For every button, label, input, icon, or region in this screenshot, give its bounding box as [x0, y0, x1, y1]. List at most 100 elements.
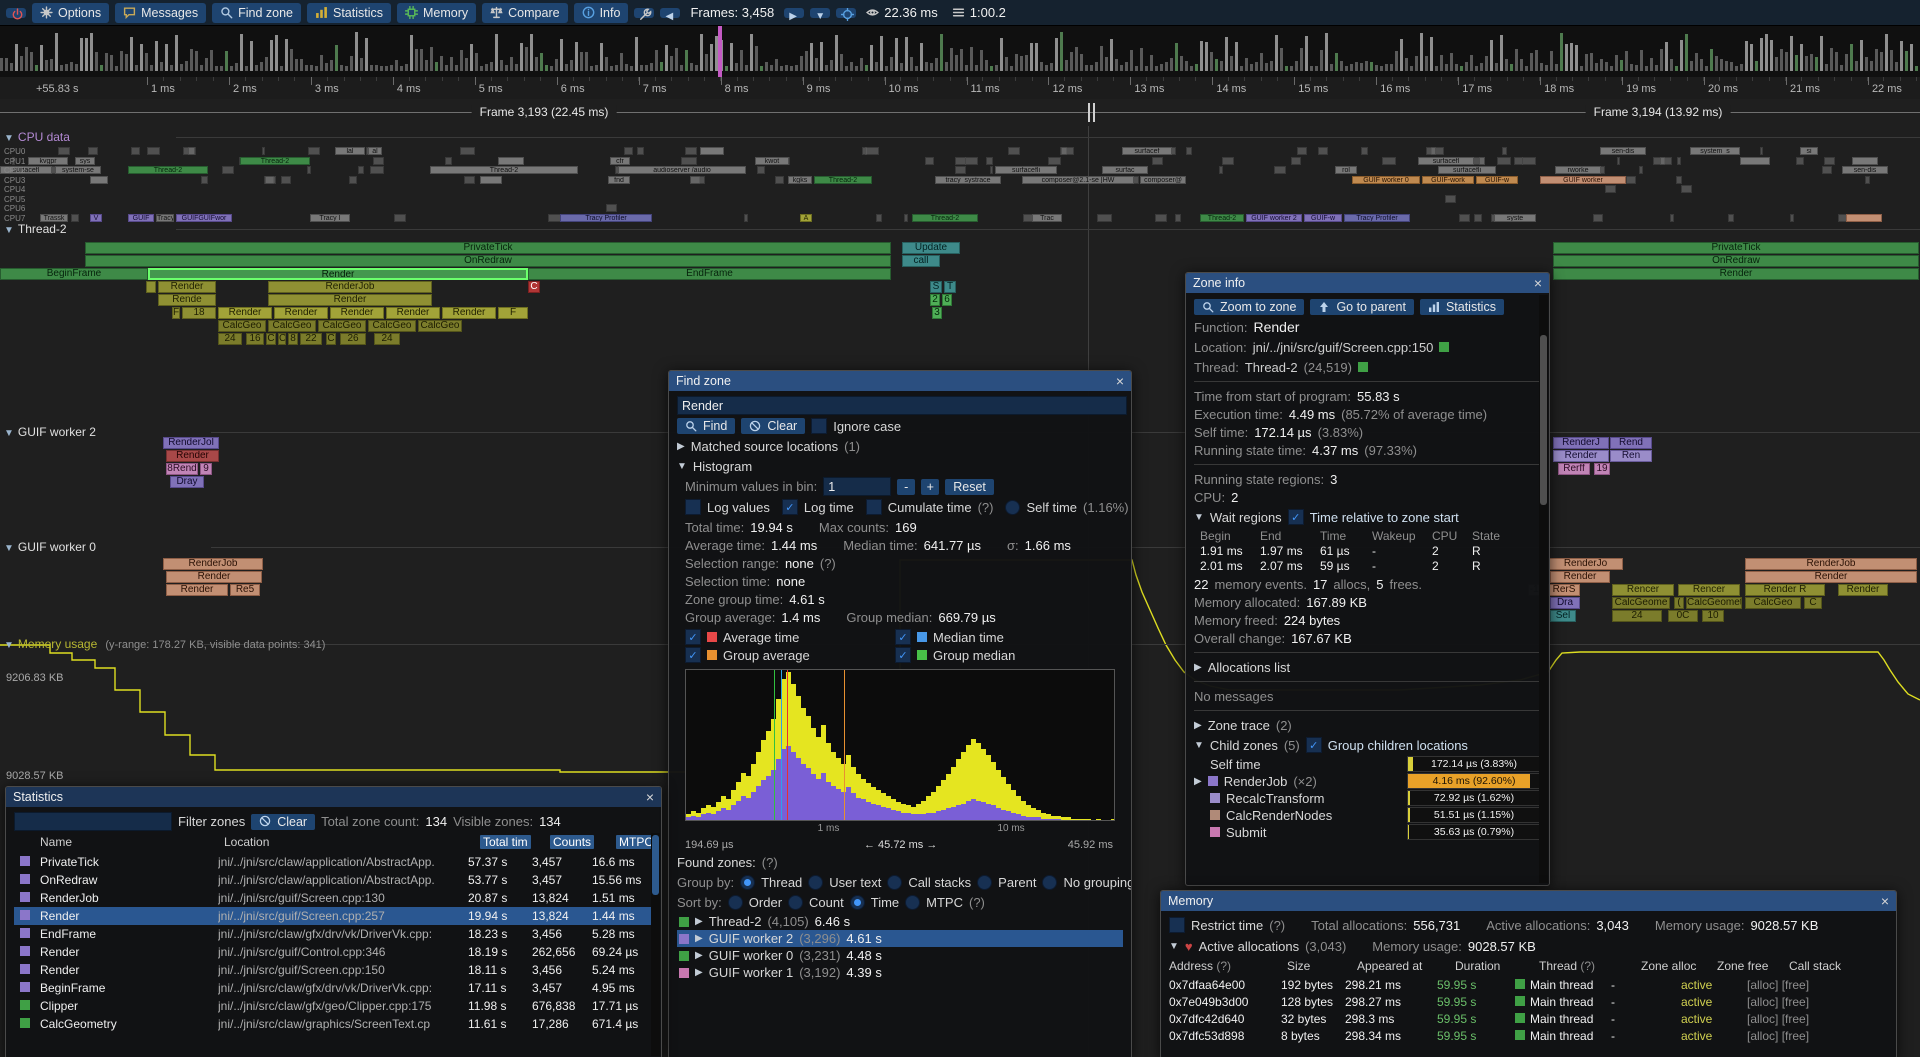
frame-label[interactable]: Frame 3,194 (13.92 ms)	[1585, 105, 1731, 119]
child-zone-row[interactable]: ▶ RenderJob (×2) 4.16 ms (92.60%)	[1194, 773, 1541, 789]
statistics-row[interactable]: Render jni/../jni/src/guif/Control.cpp:34…	[14, 943, 653, 961]
cpu-zone[interactable]: GUIF-work	[1422, 175, 1474, 184]
cpu-zone[interactable]: composer@	[1140, 175, 1186, 184]
radio-time[interactable]	[849, 894, 865, 910]
timeline-zone[interactable]: Render	[148, 268, 528, 280]
alloc-callstack-link[interactable]: [alloc]	[1747, 1011, 1779, 1026]
legend-checkbox[interactable]: ✓	[895, 647, 911, 663]
alloc-callstack-link[interactable]: [alloc]	[1747, 977, 1779, 992]
timeline-zone[interactable]: Rerff	[1558, 463, 1590, 475]
cpu-zone[interactable]: system-se	[55, 166, 101, 174]
timeline-zone[interactable]: 19	[1594, 463, 1610, 475]
statistics-row[interactable]: OnRedraw jni/../jni/src/claw/application/…	[14, 871, 653, 889]
cpu-zone[interactable]: Tracy I	[310, 213, 350, 222]
timeline-zone[interactable]: Render	[268, 294, 432, 306]
reset-button[interactable]: Reset	[945, 478, 994, 495]
section-header-guif-worker-2[interactable]: ▼ GUIF worker 2	[4, 425, 96, 439]
cpu-zone[interactable]: surfacefli	[1438, 166, 1496, 174]
cpu-zone[interactable]: fnd	[608, 175, 630, 184]
ignore-case-checkbox[interactable]	[811, 418, 828, 434]
timeline-zone[interactable]: CalcGeome	[1612, 597, 1670, 609]
minimap-cursor[interactable]	[718, 26, 722, 77]
legend-item[interactable]: ✓ Group average	[685, 646, 895, 664]
legend-item[interactable]: ✓ Median time	[895, 628, 1105, 646]
cpu-zone[interactable]	[1852, 156, 1878, 165]
cpu-zone[interactable]	[700, 147, 724, 155]
tools-button[interactable]	[634, 7, 655, 20]
timeline-zone[interactable]: Render	[1838, 584, 1888, 596]
statistics-button[interactable]: Statistics	[1419, 299, 1504, 315]
column-header-thread[interactable]: Thread (?)	[1539, 958, 1596, 973]
column-header-zone-alloc[interactable]: Zone alloc	[1641, 958, 1697, 973]
memory-button[interactable]: Memory	[397, 2, 477, 23]
find-zone-titlebar[interactable]: Find zone ×	[669, 371, 1131, 391]
found-zone-group[interactable]: ▶ GUIF worker 1 (3,192) 4.39 s	[677, 964, 1123, 981]
statistics-row[interactable]: Render jni/../jni/src/guif/Screen.cpp:257…	[14, 907, 653, 925]
free-callstack-link[interactable]: [free]	[1778, 1028, 1810, 1043]
close-icon[interactable]: ×	[1880, 893, 1889, 909]
cpu-zone[interactable]: Tracy Profiler	[1344, 213, 1410, 222]
frame-dropdown-button[interactable]: ▼	[810, 7, 831, 22]
timeline-zone[interactable]: RenderJob	[163, 558, 263, 570]
section-header-guif-worker-0[interactable]: ▼ GUIF worker 0	[4, 540, 96, 554]
timeline-zone[interactable]: RenderJob	[268, 281, 432, 293]
memory-usage-graph[interactable]	[0, 126, 1920, 1057]
location-value[interactable]: jni/../jni/src/guif/Screen.cpp:150	[1252, 339, 1434, 355]
timeline-zone[interactable]: 8	[288, 333, 298, 345]
timeline-zone[interactable]: RerS	[1548, 584, 1580, 596]
timeline-zone[interactable]: Sel	[1550, 610, 1576, 622]
time-relative-checkbox[interactable]: ✓	[1287, 509, 1304, 525]
child-zone-row[interactable]: Self time 172.14 µs (3.83%)	[1194, 756, 1541, 772]
cpu-zone[interactable]: Thread-2	[430, 166, 578, 174]
cpu-zone[interactable]: GUIF-w	[1304, 213, 1342, 222]
cpu-zone[interactable]	[1740, 156, 1770, 165]
timeline-zone[interactable]: call	[902, 255, 940, 267]
frame-minimap[interactable]	[0, 26, 1920, 78]
timeline-zone[interactable]: Render	[1550, 571, 1610, 583]
zone-info-scrollbar[interactable]	[1539, 295, 1548, 883]
cpu-zone[interactable]: Tracy	[156, 213, 174, 222]
cpu-zone[interactable]: Thread-2	[814, 175, 872, 184]
timeline-zone[interactable]: Render	[218, 307, 272, 319]
cpu-zone[interactable]: GUIF	[128, 213, 154, 222]
compare-button[interactable]: Compare	[482, 2, 568, 23]
timeline-zone[interactable]: 8Rend	[166, 463, 198, 475]
alloc-callstack-link[interactable]: [alloc]	[1747, 1028, 1779, 1043]
allocation-row[interactable]: 0x7e049b3d00 128 bytes 298.27 ms 59.95 s Mai…	[1169, 994, 1810, 1009]
cpu-zone[interactable]	[90, 175, 108, 184]
statistics-scrollbar[interactable]	[651, 833, 660, 1056]
frame-labels-row[interactable]: Frame 3,193 (22.45 ms) Frame 3,194 (13.92…	[0, 99, 1920, 126]
timeline-zone[interactable]: 6	[942, 294, 952, 306]
column-header-total-tim[interactable]: Total tim	[480, 835, 544, 849]
child-zone-row[interactable]: CalcRenderNodes 51.51 µs (1.15%)	[1194, 807, 1541, 823]
found-zone-group[interactable]: ▶ GUIF worker 2 (3,296) 4.61 s	[677, 930, 1123, 947]
section-header-memory-usage[interactable]: ▼ Memory usage (y-range: 178.27 KB, visib…	[4, 637, 326, 651]
cpu-zone[interactable]: audioserver /audio	[618, 166, 746, 174]
self-time-radio[interactable]	[1005, 499, 1021, 515]
timeline-zone[interactable]: 26	[340, 333, 366, 345]
timeline-zone[interactable]: S	[930, 281, 942, 293]
cpu-zone[interactable]: rworke	[1555, 166, 1601, 174]
timeline-zone[interactable]: RenderJ	[1553, 437, 1609, 449]
timeline-zone[interactable]: 24	[374, 333, 400, 345]
statistics-row[interactable]: Clipper jni/../jni/src/claw/gfx/geo/Clipp…	[14, 997, 653, 1015]
allocation-row[interactable]: 0x7dfaa64e00 192 bytes 298.21 ms 59.95 s Mai…	[1169, 977, 1810, 992]
cpu-zone[interactable]: surfacefl	[0, 166, 52, 174]
found-zone-group[interactable]: ▶ GUIF worker 0 (3,231) 4.48 s	[677, 947, 1123, 964]
timeline-zone[interactable]: Rende	[158, 294, 216, 306]
column-header-name[interactable]: Name	[40, 835, 73, 849]
section-header-thread-2[interactable]: ▼ Thread-2	[4, 222, 67, 236]
zone-info-titlebar[interactable]: Zone info ×	[1186, 273, 1549, 293]
cpu-zone[interactable]: sen-dis	[1842, 166, 1888, 174]
next-frame-button[interactable]: ▶	[784, 7, 805, 22]
statistics-titlebar[interactable]: Statistics ×	[6, 787, 661, 807]
timeline-zone[interactable]: Render	[274, 307, 328, 319]
free-callstack-link[interactable]: [free]	[1778, 994, 1810, 1009]
timeline-zone[interactable]: Re5	[230, 584, 260, 596]
minbin-input[interactable]	[823, 477, 892, 496]
legend-item[interactable]: ✓ Average time	[685, 628, 895, 646]
timeline-zone[interactable]: Render	[166, 450, 219, 462]
timeline-zone[interactable]: Rencer	[1612, 584, 1674, 596]
timeline-zone[interactable]: CalcGeo	[418, 320, 462, 332]
cpu-zone[interactable]: rol	[1335, 166, 1357, 174]
